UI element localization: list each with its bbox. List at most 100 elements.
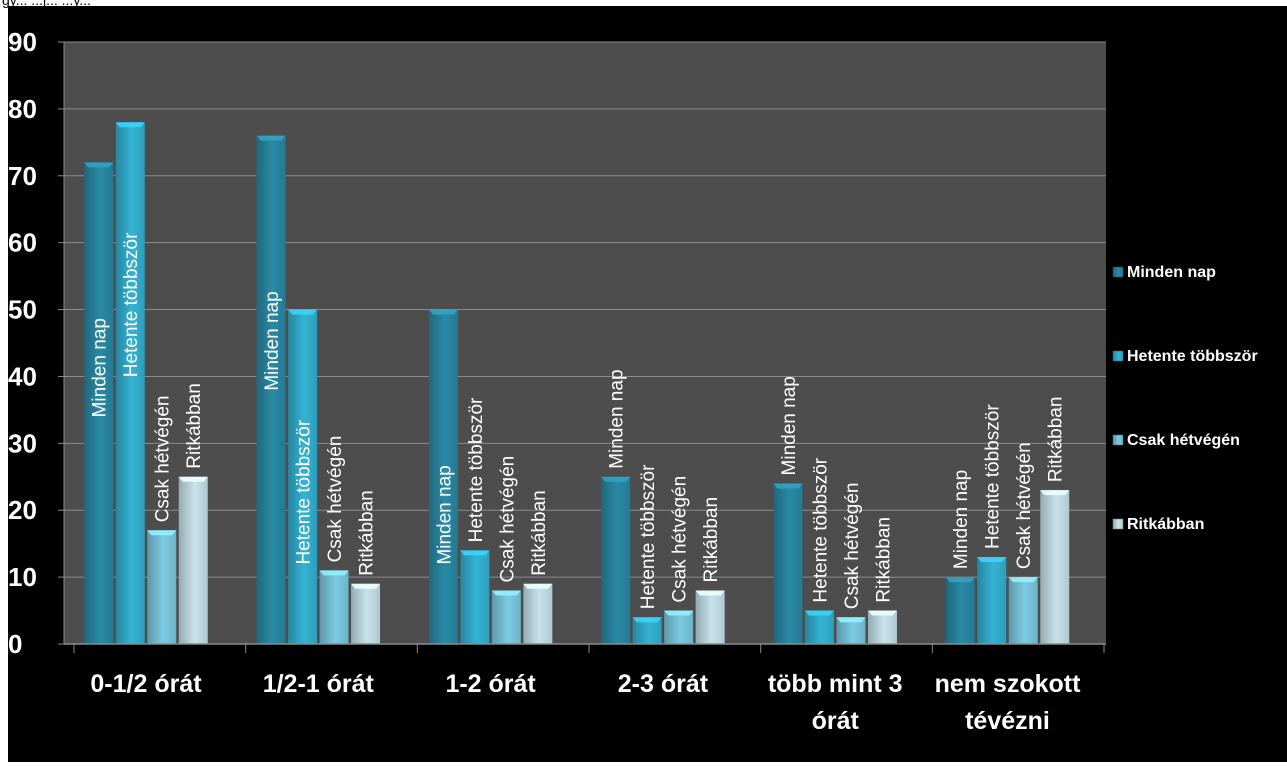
y-tick-label: 70 (8, 161, 37, 191)
y-tick-label: 40 (8, 361, 37, 391)
top-text-fragment: gy... ...j... ...y... (2, 0, 91, 8)
bar-bevel (945, 577, 975, 583)
legend-swatch (1112, 350, 1124, 362)
gridlines (64, 41, 1106, 578)
legend-label: Minden nap (1127, 264, 1216, 281)
bar (867, 610, 897, 644)
bar-bevel (115, 122, 145, 128)
bar-bevel (288, 309, 318, 315)
bar (491, 590, 521, 644)
bar-series-label: Minden nap (434, 465, 455, 564)
bar-series-label: Ritkábban (873, 517, 894, 603)
bar (178, 476, 208, 644)
bar-series-label: Ritkábban (701, 497, 722, 583)
legend-swatch (1112, 518, 1124, 530)
bar-series-label: Minden nap (951, 470, 972, 569)
bar-series-label: Minden nap (607, 369, 628, 468)
x-category-label: 1-2 órát (445, 670, 536, 698)
legend-swatch (1112, 266, 1124, 278)
bar (1040, 490, 1070, 644)
bar-bevel (1040, 490, 1070, 496)
bar (945, 577, 975, 644)
bar-series-label: Hetente többször (466, 397, 487, 542)
bar-bevel (84, 162, 114, 168)
bar-series-label: Hetente többször (810, 457, 831, 602)
bar-bevel (601, 476, 631, 482)
bar-series-label: Csak hétvégén (497, 456, 518, 583)
bar-bevel (523, 583, 553, 589)
bar-series-label: Minden nap (779, 376, 800, 475)
y-tick-label: 30 (8, 428, 37, 458)
y-tick-label: 90 (8, 27, 37, 57)
bar-series-label: Hetente többször (638, 464, 659, 609)
bar (977, 557, 1007, 644)
bar-bevel (773, 483, 803, 489)
legend-label: Csak hétvégén (1127, 432, 1240, 449)
bar-series-label: Csak hétvégén (670, 476, 691, 603)
bar-labels: Minden nap Hetente többször Csak hétvégén R… (90, 232, 1067, 609)
bar-bevel (319, 570, 349, 576)
bar-bevel (867, 610, 897, 616)
bar-bevel (147, 530, 177, 536)
bar (773, 483, 803, 644)
y-tick-label: 60 (8, 228, 37, 258)
bar-series-label: Csak hétvégén (1014, 442, 1035, 569)
bar-bevel (460, 550, 490, 556)
bar-series-label: Minden nap (262, 291, 283, 390)
legend-label: Ritkábban (1127, 516, 1204, 533)
bar-bevel (428, 309, 458, 315)
x-category-label: 1/2-1 órát (263, 670, 375, 698)
bar-series-label: Csak hétvégén (842, 482, 863, 609)
x-category-label: 0-1/2 órát (90, 670, 202, 698)
bar (288, 309, 318, 644)
legend-label: Hetente többször (1127, 348, 1258, 365)
bar-bevel (351, 583, 381, 589)
x-category-label: tévézni (965, 707, 1050, 735)
bar-bevel (977, 557, 1007, 563)
bar (351, 583, 381, 644)
bar-series-label: Minden nap (90, 318, 111, 417)
bar-series-label: Ritkábban (529, 490, 550, 576)
bar-bevel (256, 135, 286, 141)
bar-bevel (836, 617, 866, 623)
y-tick-label: 0 (8, 629, 22, 659)
bar-bevel (632, 617, 662, 623)
bar (460, 550, 490, 644)
bar (601, 476, 631, 644)
plot-area (64, 42, 1106, 644)
x-category-label: több mint 3 (768, 670, 903, 698)
bar (84, 162, 114, 644)
y-tick-label: 10 (8, 562, 37, 592)
bar (428, 309, 458, 644)
bar-series-label: Csak hétvégén (325, 436, 346, 563)
bar-series-label: Csak hétvégén (153, 396, 174, 523)
x-category-label: órát (812, 707, 860, 735)
bar-bevel (491, 590, 521, 596)
legend-swatch (1112, 434, 1124, 446)
bar-series-label: Hetente többször (983, 404, 1004, 549)
bar (319, 570, 349, 644)
bar (115, 122, 145, 645)
bar (695, 590, 725, 644)
y-tick-label: 20 (8, 495, 37, 525)
bar (804, 610, 834, 644)
bar-series-label: Hetente többször (121, 232, 142, 377)
bar (147, 530, 177, 644)
bar-series-label: Ritkábban (184, 383, 205, 469)
bar-bevel (695, 590, 725, 596)
bar (256, 135, 286, 644)
bar-series-label: Ritkábban (1046, 397, 1067, 483)
bar-bevel (178, 476, 208, 482)
bar (523, 583, 553, 644)
bar (1008, 577, 1038, 644)
bar-bevel (664, 610, 694, 616)
bar-series-label: Hetente többször (294, 419, 315, 564)
bar-bevel (804, 610, 834, 616)
x-category-label: nem szokott (935, 670, 1082, 698)
y-tick-label: 50 (8, 295, 37, 325)
y-tick-label: 80 (8, 94, 37, 124)
bars (84, 122, 1070, 645)
bar (664, 610, 694, 644)
